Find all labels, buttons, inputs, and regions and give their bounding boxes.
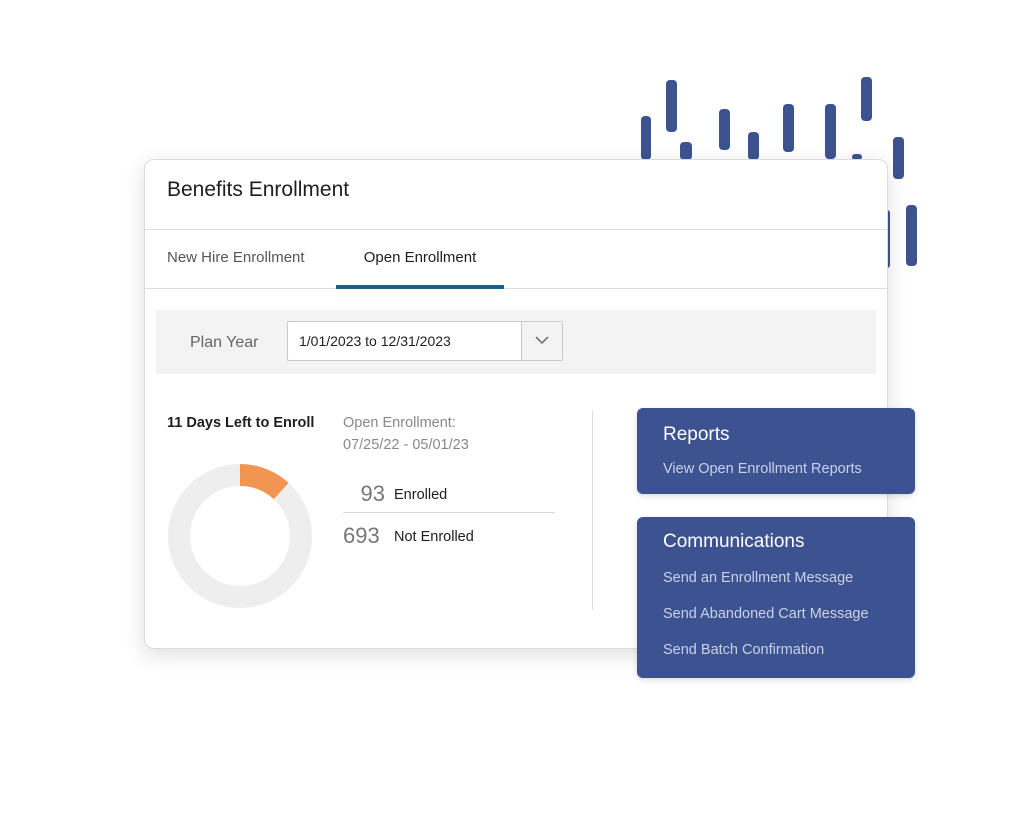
view-open-enrollment-reports-link[interactable]: View Open Enrollment Reports bbox=[663, 461, 862, 477]
chevron-down-icon bbox=[535, 336, 549, 345]
enrolled-label: Enrolled bbox=[394, 487, 448, 503]
open-enrollment-dates: 07/25/22 - 05/01/23 bbox=[343, 437, 469, 453]
card-title: Benefits Enrollment bbox=[167, 178, 350, 201]
donut-track bbox=[168, 464, 312, 608]
not-enrolled-label: Not Enrolled bbox=[394, 529, 474, 545]
reports-panel: Reports View Open Enrollment Reports bbox=[637, 408, 915, 494]
send-abandoned-cart-message-link[interactable]: Send Abandoned Cart Message bbox=[663, 606, 869, 622]
plan-year-label: Plan Year bbox=[190, 334, 259, 351]
send-enrollment-message-link[interactable]: Send an Enrollment Message bbox=[663, 570, 854, 586]
tab-new-hire-enrollment[interactable]: New Hire Enrollment bbox=[167, 249, 305, 266]
reports-title: Reports bbox=[663, 424, 730, 445]
tab-bar: New Hire Enrollment Open Enrollment bbox=[145, 230, 887, 289]
vertical-divider bbox=[592, 410, 593, 610]
days-left-text: 11 Days Left to Enroll bbox=[167, 415, 315, 431]
header-divider bbox=[145, 229, 887, 230]
communications-title: Communications bbox=[663, 531, 805, 552]
plan-year-dropdown-toggle[interactable] bbox=[521, 322, 562, 360]
communications-panel: Communications Send an Enrollment Messag… bbox=[637, 517, 915, 678]
enrolled-stat: 93 Enrolled bbox=[343, 476, 555, 513]
donut-enrolled-arc bbox=[239, 464, 289, 500]
enrolled-count: 93 bbox=[360, 481, 385, 506]
tab-open-enrollment[interactable]: Open Enrollment bbox=[336, 230, 504, 289]
send-batch-confirmation-link[interactable]: Send Batch Confirmation bbox=[663, 642, 825, 658]
plan-year-value: 1/01/2023 to 12/31/2023 bbox=[299, 333, 451, 349]
plan-year-bar: Plan Year 1/01/2023 to 12/31/2023 bbox=[156, 310, 876, 374]
enrollment-donut-chart bbox=[168, 464, 312, 608]
not-enrolled-stat: 693 Not Enrolled bbox=[343, 518, 555, 554]
open-enrollment-label: Open Enrollment: bbox=[343, 415, 456, 431]
not-enrolled-count: 693 bbox=[343, 523, 380, 548]
plan-year-select[interactable]: 1/01/2023 to 12/31/2023 bbox=[287, 321, 563, 361]
